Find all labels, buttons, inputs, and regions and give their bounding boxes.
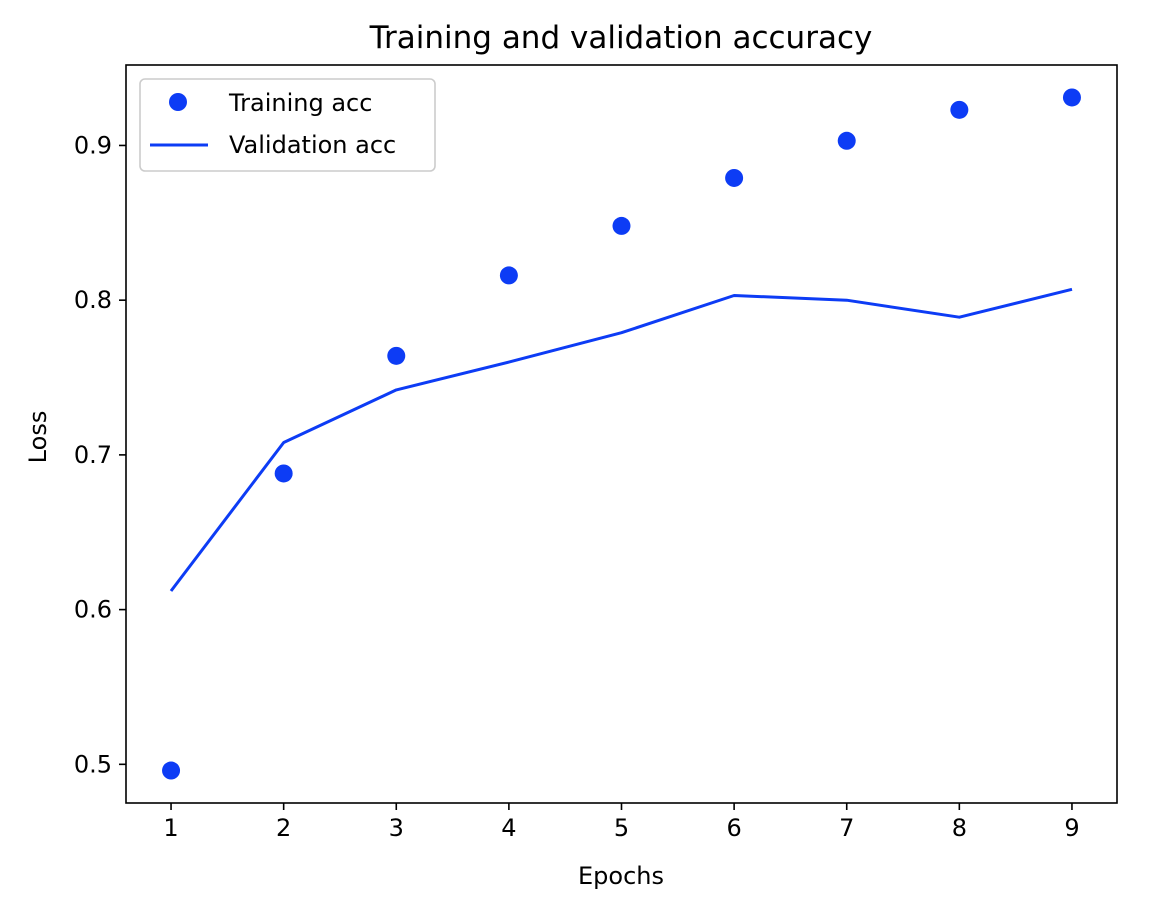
x-tick-label: 7 — [839, 814, 854, 842]
x-axis-label: Epochs — [578, 862, 664, 890]
x-tick-label: 9 — [1064, 814, 1079, 842]
x-tick-label: 1 — [163, 814, 178, 842]
x-tick-label: 4 — [501, 814, 516, 842]
y-tick-label: 0.5 — [74, 750, 112, 778]
legend-label-validation: Validation acc — [229, 131, 396, 159]
legend: Training acc Validation acc — [139, 78, 436, 172]
y-tick-label: 0.7 — [74, 441, 112, 469]
x-tick-label: 5 — [614, 814, 629, 842]
legend-label-training: Training acc — [228, 89, 372, 117]
chart-title: Training and validation accuracy — [369, 20, 873, 56]
training-acc-point — [612, 216, 631, 235]
y-axis-label: Loss — [24, 411, 52, 464]
legend-marker-training — [169, 93, 187, 111]
training-acc-point — [837, 131, 856, 150]
training-acc-point — [387, 346, 406, 365]
training-acc-point — [1062, 88, 1081, 107]
plot-area — [162, 88, 1081, 780]
training-series — [162, 88, 1081, 780]
x-tick-label: 8 — [952, 814, 967, 842]
validation-acc-line — [169, 287, 1073, 592]
training-acc-point — [162, 761, 181, 780]
training-acc-point — [725, 168, 744, 187]
y-axis-ticks: 0.5 0.6 0.7 0.8 0.9 — [74, 131, 126, 778]
training-acc-point — [950, 100, 969, 119]
legend-box — [139, 78, 436, 172]
x-tick-label: 6 — [726, 814, 741, 842]
x-axis-ticks: 1 2 3 4 5 6 7 8 9 — [163, 803, 1080, 842]
x-tick-label: 3 — [389, 814, 404, 842]
training-acc-point — [274, 464, 293, 483]
validation-series — [169, 287, 1073, 592]
y-tick-label: 0.9 — [74, 131, 112, 159]
y-tick-label: 0.8 — [74, 286, 112, 314]
x-tick-label: 2 — [276, 814, 291, 842]
training-acc-point — [499, 266, 518, 285]
y-tick-label: 0.6 — [74, 596, 112, 624]
